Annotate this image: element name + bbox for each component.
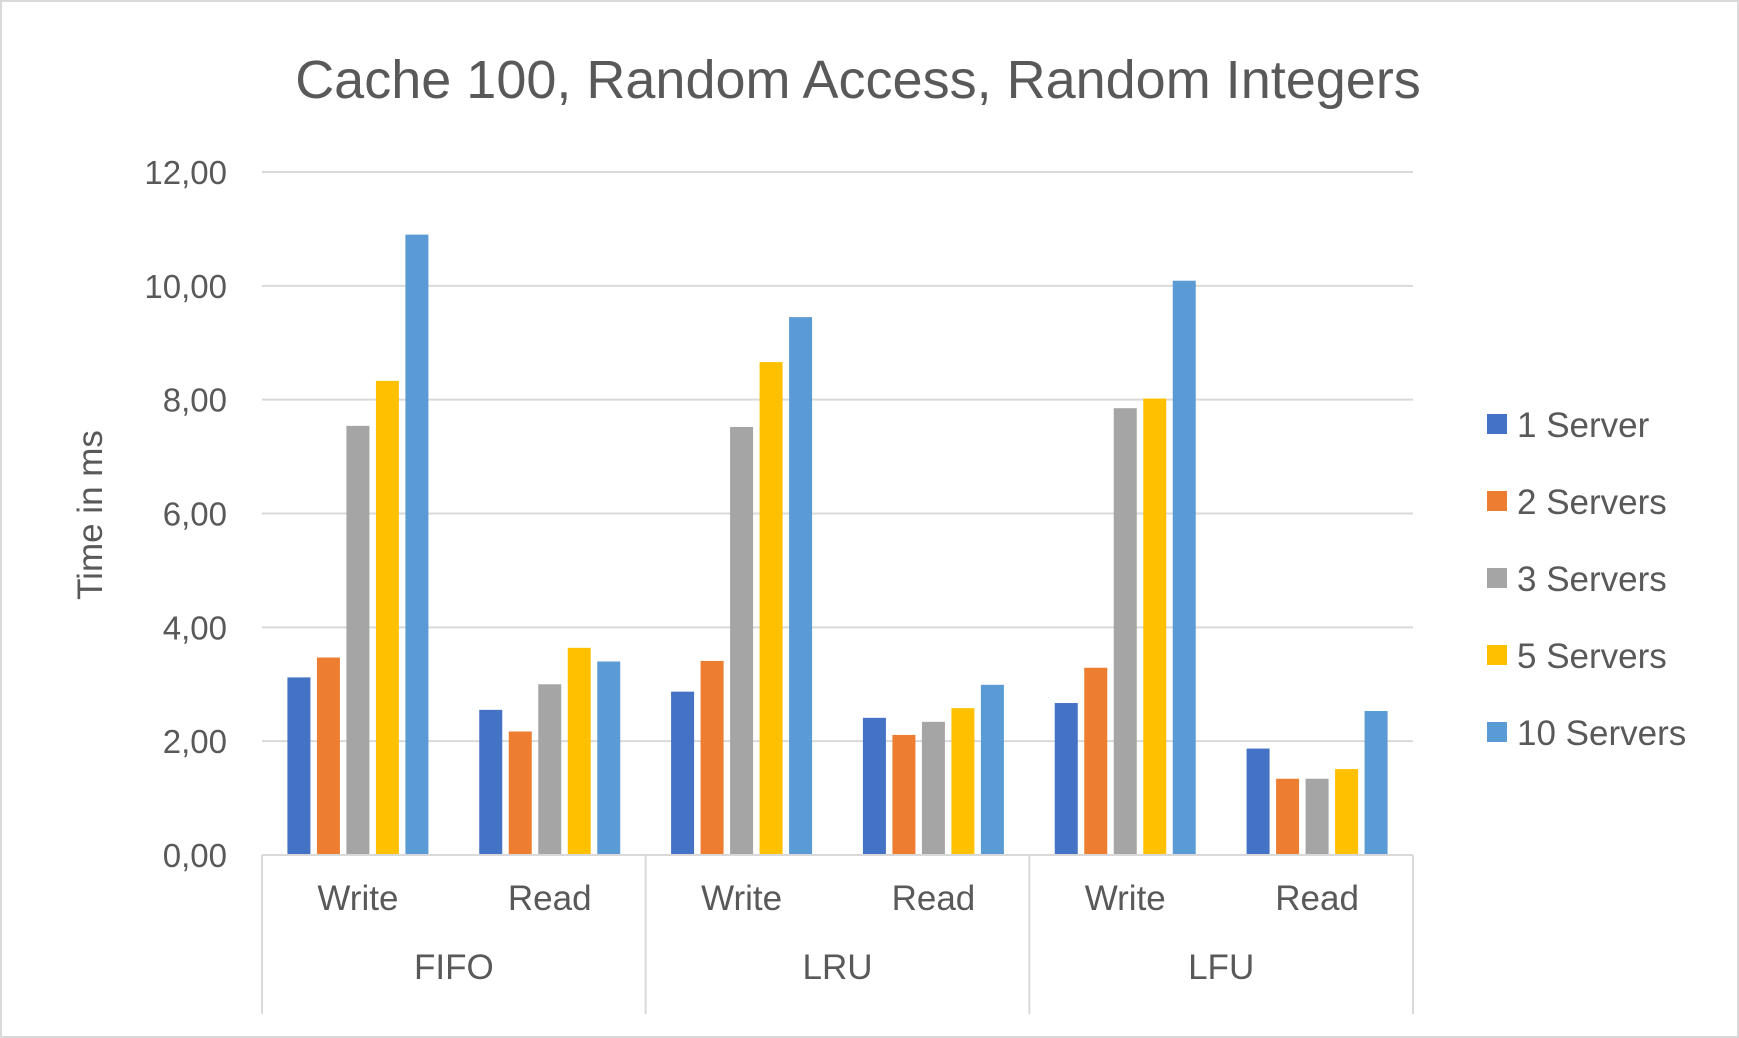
bar-1-server-3	[862, 717, 886, 855]
x-category-label: Read	[892, 879, 976, 918]
legend-item: 5 Servers	[1487, 637, 1667, 676]
legend-label: 3 Servers	[1517, 560, 1667, 599]
bar-2-servers-0	[316, 657, 340, 855]
bar-3-servers-3	[921, 721, 945, 855]
x-group-label: LRU	[802, 948, 872, 987]
y-tick-label: 2,00	[163, 723, 227, 760]
bar-1-server-0	[287, 677, 311, 855]
bar-5-servers-1	[567, 647, 591, 855]
legend: 1 Server 2 Servers 3 Servers 5 Servers 10 Se…	[1487, 406, 1686, 753]
legend-label: 10 Servers	[1517, 714, 1686, 753]
bar-1-server-4	[1054, 703, 1078, 855]
legend-swatch	[1487, 491, 1507, 511]
bar-2-servers-3	[892, 734, 916, 855]
y-tick-label: 0,00	[163, 837, 227, 874]
bar-1-server-1	[479, 709, 503, 855]
bar-2-servers-5	[1276, 778, 1300, 855]
legend-swatch	[1487, 645, 1507, 665]
bar-3-servers-1	[538, 684, 562, 855]
bar-1-server-5	[1246, 748, 1270, 855]
legend-swatch	[1487, 414, 1507, 434]
bar-5-servers-4	[1143, 398, 1167, 855]
bar-10-servers-0	[405, 234, 429, 855]
bar-2-servers-2	[700, 660, 724, 855]
bar-2-servers-1	[508, 731, 532, 855]
bars	[287, 234, 1388, 856]
legend-item: 2 Servers	[1487, 483, 1667, 522]
bar-10-servers-3	[980, 684, 1004, 855]
x-category-label: Write	[1085, 879, 1166, 918]
y-tick-label: 4,00	[163, 609, 227, 646]
legend-swatch	[1487, 722, 1507, 742]
legend-label: 1 Server	[1517, 406, 1650, 445]
bar-3-servers-5	[1305, 778, 1329, 855]
x-axis: Write Read Write Read Write Read FIFO LRU LFU	[261, 854, 1414, 1014]
x-category-label: Read	[1275, 879, 1359, 918]
y-tick-label: 10,00	[144, 268, 227, 305]
gridlines	[262, 171, 1413, 856]
x-group-label: LFU	[1188, 948, 1254, 987]
y-tick-label: 6,00	[163, 496, 227, 533]
bar-2-servers-4	[1084, 667, 1108, 855]
bar-3-servers-2	[730, 426, 754, 855]
legend-item: 1 Server	[1487, 406, 1650, 445]
bar-3-servers-0	[346, 425, 370, 855]
bar-10-servers-4	[1172, 280, 1196, 856]
y-axis-ticks: 0,00 2,00 4,00 6,00 8,00 10,00 12,00	[144, 154, 227, 874]
legend-label: 2 Servers	[1517, 483, 1667, 522]
bar-1-server-2	[671, 691, 695, 855]
legend-item: 10 Servers	[1487, 714, 1686, 753]
bar-3-servers-4	[1113, 408, 1137, 855]
legend-swatch	[1487, 568, 1507, 588]
legend-item: 3 Servers	[1487, 560, 1667, 599]
bar-10-servers-5	[1364, 711, 1388, 855]
legend-label: 5 Servers	[1517, 637, 1667, 676]
bar-10-servers-2	[789, 317, 813, 855]
bar-5-servers-5	[1335, 769, 1359, 855]
bar-10-servers-1	[597, 661, 621, 855]
bar-5-servers-3	[951, 708, 975, 855]
x-category-label: Write	[317, 879, 398, 918]
y-tick-label: 8,00	[163, 382, 227, 419]
y-tick-label: 12,00	[144, 154, 227, 191]
bar-5-servers-2	[759, 362, 783, 855]
x-group-label: FIFO	[414, 948, 494, 987]
chart-title: Cache 100, Random Access, Random Integer…	[295, 50, 1421, 110]
bar-5-servers-0	[375, 380, 399, 855]
x-category-label: Write	[701, 879, 782, 918]
x-category-label: Read	[508, 879, 592, 918]
y-axis-title: Time in ms	[71, 430, 110, 600]
